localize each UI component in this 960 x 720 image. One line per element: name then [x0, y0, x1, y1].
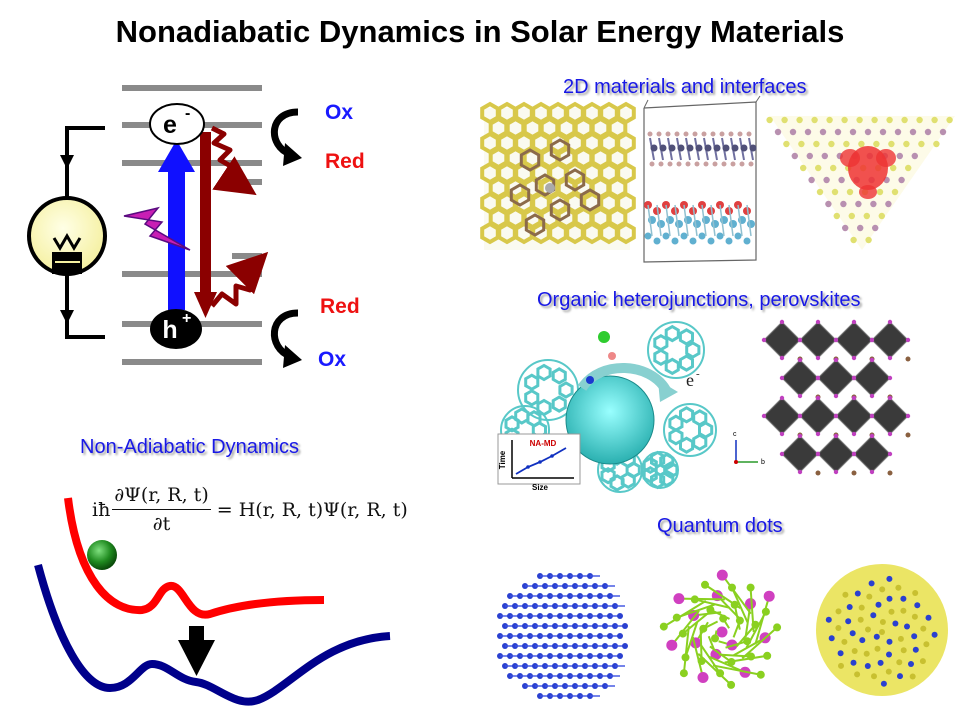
circuit-arrow-top [60, 155, 74, 169]
axis-b-label: b [761, 459, 765, 466]
upper-ox-label: Ox [325, 101, 354, 124]
lower-red-label: Red [320, 295, 360, 318]
section-quantum-dots: Quantum dots [657, 515, 783, 537]
circuit-wires [65, 126, 105, 339]
image-quantum-dot-2 [659, 569, 782, 689]
inset-xlabel: Size [532, 483, 549, 492]
axis-c-label: c [733, 431, 737, 438]
hop-arrow [178, 626, 215, 676]
hole-symbol: h + [150, 309, 202, 349]
electron-label: e [163, 111, 177, 139]
image-2d-defect-triangle [766, 116, 955, 250]
electron-symbol: e - [149, 103, 205, 145]
image-quantum-dot-1 [497, 573, 628, 699]
inset-electron-label: e [686, 370, 694, 390]
hole-relaxation-arrow [210, 251, 269, 308]
image-perovskite-structure: c b [733, 319, 911, 476]
image-2d-material-top-view [480, 101, 636, 250]
lightning-icon [123, 206, 191, 251]
section-2d-materials: 2D materials and interfaces [563, 76, 807, 98]
inset-title: NA-MD [530, 439, 557, 448]
inset-ylabel: Time [498, 450, 507, 469]
upper-redox-arrow [271, 108, 299, 158]
page-title: Nonadiabatic Dynamics in Solar Energy Ma… [115, 14, 845, 49]
energy-level-diagram: e - h + [27, 85, 302, 368]
hole-superscript: + [182, 310, 191, 327]
lower-ox-label: Ox [318, 348, 347, 371]
inset-electron-superscript: - [696, 368, 700, 380]
equation-rhs: = H(r, R, t)Ψ(r, R, t) [216, 498, 408, 521]
equation-denominator: ∂t [152, 513, 171, 535]
potential-energy-surfaces [34, 497, 391, 706]
image-quantum-dot-3 [816, 564, 948, 696]
image-organic-heterojunction: e - NA-MD Size Time [497, 321, 717, 493]
tdse-equation: iħ ∂Ψ(r, R, t) ∂t = H(r, R, t)Ψ(r, R, t) [92, 484, 408, 535]
section-non-adiabatic-dynamics: Non-Adiabatic Dynamics [80, 436, 299, 458]
excitation-arrow [158, 140, 195, 310]
na-md-inset: NA-MD Size Time [497, 433, 581, 492]
recombination-arrow [194, 132, 217, 318]
electron-superscript: - [185, 105, 190, 122]
crystal-axes: c b [733, 431, 765, 466]
nuclear-wavepacket-ball [87, 540, 117, 570]
image-2d-interface-slab [643, 95, 761, 263]
excited-state-curve [64, 497, 325, 619]
lightbulb-icon [27, 196, 107, 276]
equation-fraction: ∂Ψ(r, R, t) ∂t [112, 484, 211, 535]
electron-relaxation-arrow [210, 125, 257, 196]
equation-numerator: ∂Ψ(r, R, t) [112, 484, 211, 510]
upper-red-label: Red [325, 150, 365, 173]
section-organic-perovskites: Organic heterojunctions, perovskites [537, 289, 861, 311]
equation-prefix: iħ [92, 498, 111, 521]
circuit-arrow-bottom [60, 310, 74, 324]
lower-redox-arrow [271, 309, 299, 360]
hole-label: h [162, 316, 177, 344]
ground-state-curve [34, 563, 391, 706]
